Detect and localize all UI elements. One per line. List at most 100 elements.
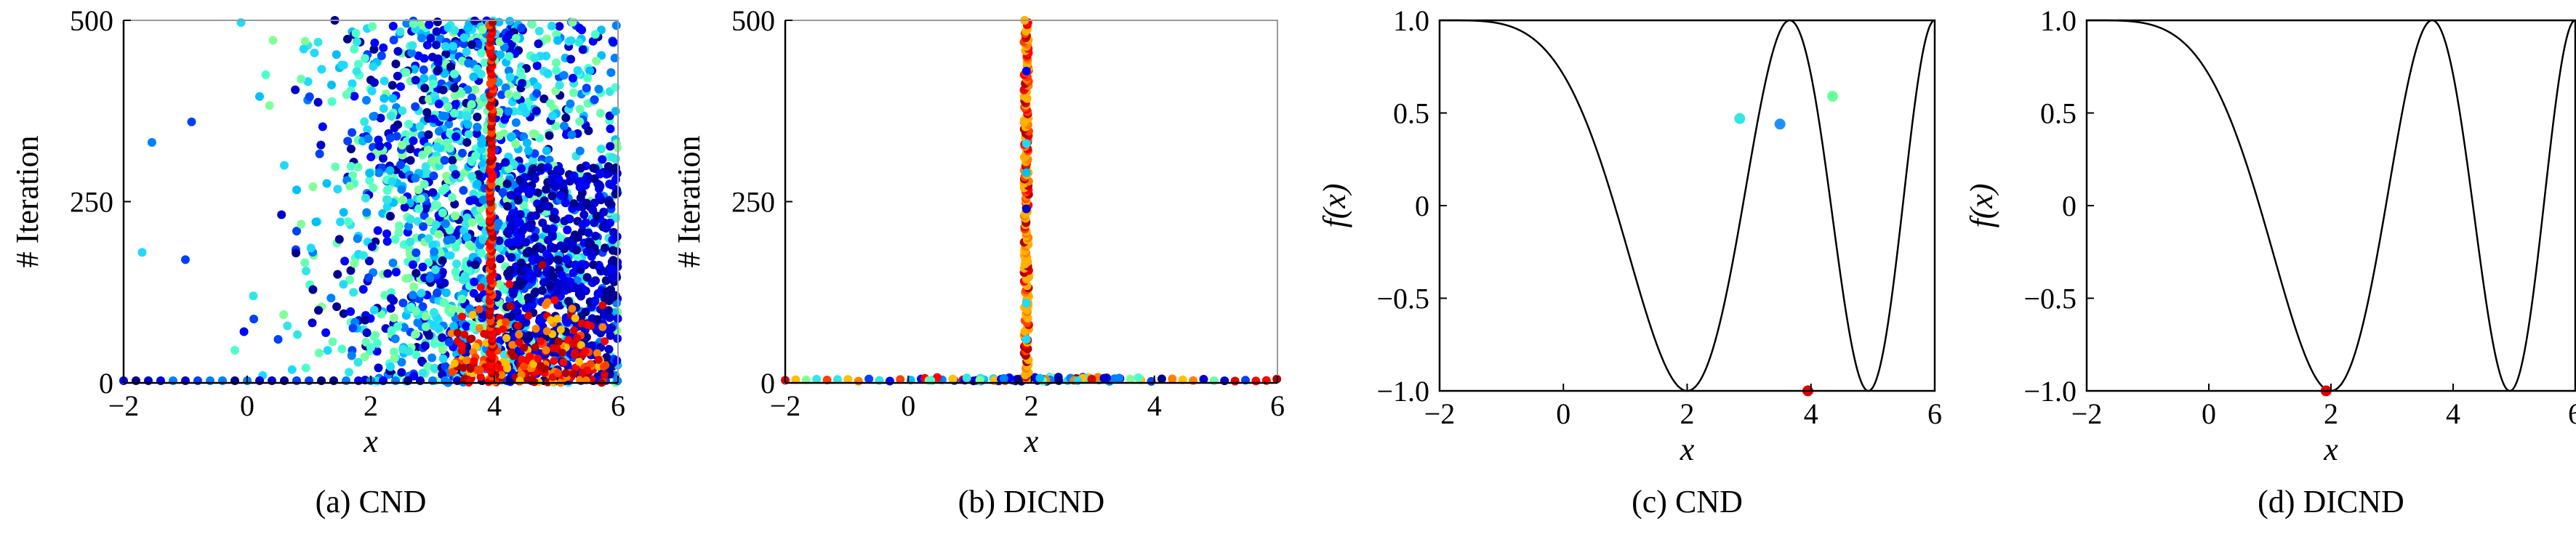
data-point xyxy=(443,235,452,245)
data-point xyxy=(1035,373,1045,383)
data-point xyxy=(591,231,601,240)
data-point xyxy=(575,357,584,366)
data-point xyxy=(406,155,415,165)
data-point xyxy=(553,255,563,264)
data-point xyxy=(423,362,433,371)
data-point xyxy=(573,334,582,343)
data-point xyxy=(557,270,566,280)
data-point xyxy=(366,343,376,352)
data-point xyxy=(531,244,541,254)
data-point xyxy=(604,344,614,354)
data-point xyxy=(447,193,457,202)
data-point xyxy=(538,261,547,270)
data-point xyxy=(429,114,438,124)
data-point xyxy=(1022,299,1031,308)
data-point xyxy=(517,164,526,174)
data-point xyxy=(475,305,483,314)
data-point xyxy=(597,51,606,60)
data-point xyxy=(430,363,439,373)
data-point xyxy=(529,163,538,173)
data-point xyxy=(265,101,274,110)
data-point xyxy=(468,218,477,227)
data-point xyxy=(843,375,853,384)
data-point xyxy=(440,155,449,165)
data-point xyxy=(854,376,863,386)
data-point xyxy=(408,41,417,50)
data-point xyxy=(457,341,466,350)
data-point xyxy=(346,307,356,316)
data-point xyxy=(606,264,616,274)
data-point xyxy=(451,243,460,252)
data-point xyxy=(1087,374,1096,384)
data-point xyxy=(555,337,563,346)
data-point xyxy=(470,85,480,94)
data-point xyxy=(554,286,563,296)
data-point xyxy=(515,338,523,347)
data-point xyxy=(593,289,603,299)
data-point xyxy=(412,350,421,360)
data-point xyxy=(360,352,369,362)
data-point xyxy=(409,19,418,28)
data-point xyxy=(599,363,608,371)
data-point xyxy=(433,17,442,27)
data-point xyxy=(397,357,406,367)
data-point xyxy=(512,280,521,290)
data-point xyxy=(568,73,577,83)
data-point xyxy=(451,170,460,179)
data-point xyxy=(581,180,590,190)
data-point xyxy=(308,182,318,191)
y-tick-label: −1.0 xyxy=(2023,375,2077,408)
data-point xyxy=(568,17,577,27)
data-point xyxy=(400,203,409,212)
data-point xyxy=(577,319,586,328)
data-point xyxy=(447,329,456,338)
data-point xyxy=(896,375,905,384)
x-tick-label: 6 xyxy=(1270,389,1285,422)
data-point xyxy=(425,331,434,340)
data-point xyxy=(529,360,538,368)
data-point xyxy=(420,73,429,83)
data-point xyxy=(377,51,386,60)
data-point xyxy=(340,256,350,266)
data-point xyxy=(369,305,379,315)
data-point xyxy=(444,338,454,347)
data-point xyxy=(332,302,342,312)
data-point xyxy=(333,185,342,194)
x-tick-label: 2 xyxy=(2324,397,2338,430)
data-point xyxy=(337,344,347,354)
data-point xyxy=(504,89,513,99)
data-point xyxy=(520,180,529,190)
data-point xyxy=(1230,376,1240,386)
data-point xyxy=(420,211,429,220)
data-point xyxy=(385,134,395,143)
data-point xyxy=(531,106,541,116)
data-point xyxy=(314,306,324,315)
data-point xyxy=(420,84,430,93)
data-point xyxy=(374,363,383,373)
data-point xyxy=(1220,376,1229,386)
x-tick-label: 0 xyxy=(1556,397,1570,430)
data-point xyxy=(462,356,471,365)
data-point xyxy=(433,65,443,75)
data-point xyxy=(591,276,601,286)
data-point xyxy=(530,53,539,62)
data-point xyxy=(598,323,607,331)
marker-point xyxy=(1734,113,1746,124)
data-point xyxy=(573,284,582,294)
data-point xyxy=(537,362,545,371)
data-point xyxy=(345,275,355,285)
y-tick-label: 500 xyxy=(70,4,113,37)
data-point xyxy=(420,204,430,214)
data-point xyxy=(579,210,589,219)
data-point xyxy=(576,291,585,301)
data-point xyxy=(423,145,433,155)
data-point xyxy=(313,97,323,107)
data-point xyxy=(520,344,529,352)
data-point xyxy=(455,305,465,315)
data-point xyxy=(532,89,542,98)
data-point xyxy=(467,93,476,102)
data-point xyxy=(463,85,473,94)
data-point xyxy=(433,201,442,210)
data-point xyxy=(428,188,438,198)
data-point xyxy=(566,99,575,108)
